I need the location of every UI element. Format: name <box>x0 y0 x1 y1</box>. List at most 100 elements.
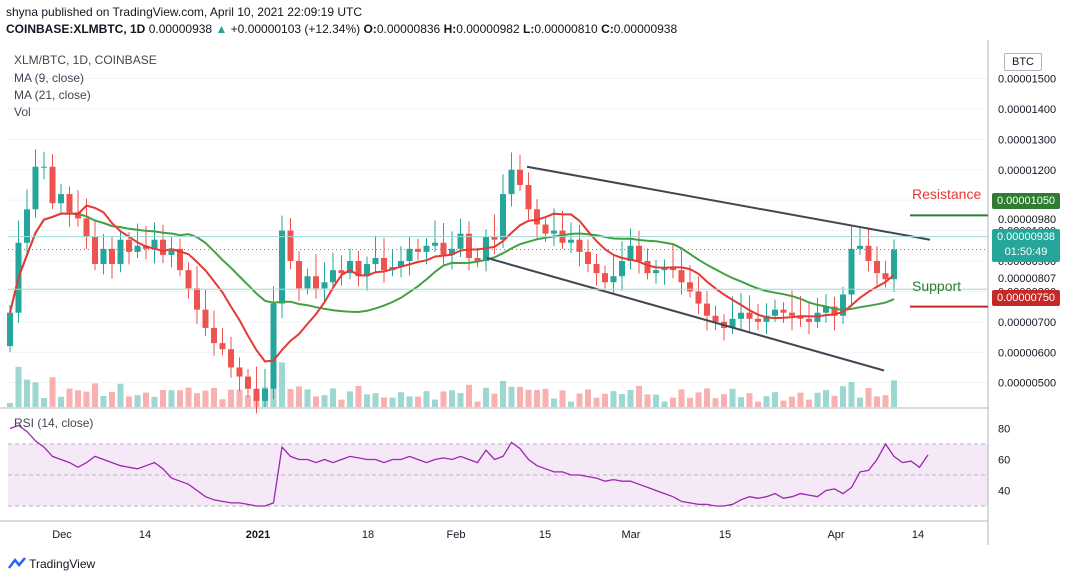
candle <box>270 286 277 400</box>
candle <box>678 250 685 295</box>
volume-bar <box>559 390 566 407</box>
candle-body <box>279 230 285 304</box>
candle-body <box>695 291 702 304</box>
rsi-tick-label: 60 <box>998 455 1010 467</box>
volume-bar <box>576 393 583 407</box>
candle <box>100 233 107 275</box>
volume-bar <box>695 392 702 407</box>
candle-body <box>423 245 430 252</box>
y-tick-label: 0.00000600 <box>998 347 1056 359</box>
candle <box>398 246 404 278</box>
candle <box>500 174 506 248</box>
volume-bar <box>109 392 115 407</box>
candle <box>568 222 574 254</box>
volume-bar <box>117 383 124 407</box>
tradingview-logo-icon <box>8 557 26 569</box>
candle <box>670 244 676 279</box>
legend-rsi: RSI (14, close) <box>14 416 94 430</box>
volume-bar <box>712 398 719 407</box>
candle <box>355 250 362 287</box>
volume-bar <box>882 395 889 407</box>
candle-body <box>126 239 132 252</box>
volume-bar <box>134 395 141 407</box>
currency-badge[interactable]: BTC <box>1004 53 1042 71</box>
volume-bar <box>415 396 421 407</box>
candle-body <box>168 248 175 255</box>
candle <box>24 189 30 258</box>
rsi-line <box>9 424 929 507</box>
candle-body <box>840 294 846 316</box>
volume-bar <box>865 388 872 407</box>
x-tick-label: Apr <box>827 529 844 541</box>
candle <box>653 260 659 284</box>
candle <box>636 230 642 274</box>
candle <box>41 151 47 180</box>
candle-body <box>865 245 872 261</box>
volume-bar <box>831 395 838 407</box>
candle <box>92 219 98 271</box>
candle-body <box>678 270 685 283</box>
volume-bar <box>653 394 659 407</box>
x-tick-label: Mar <box>622 529 641 541</box>
volume-bar <box>49 377 56 407</box>
volume-bar <box>58 396 64 407</box>
volume-bar <box>440 391 447 407</box>
candle-body <box>508 169 515 195</box>
volume-bar <box>32 382 39 407</box>
x-tick-label: 15 <box>719 529 731 541</box>
legend-title: XLM/BTC, 1D, COINBASE <box>14 53 157 67</box>
candle-body <box>491 236 498 240</box>
candle-body <box>670 267 676 271</box>
volume-bar <box>160 390 166 407</box>
candle-body <box>202 309 209 328</box>
candle <box>202 289 209 337</box>
candle-body <box>432 242 438 246</box>
candle-body <box>219 343 226 350</box>
volume-bar <box>491 393 498 407</box>
candle-body <box>882 273 889 280</box>
y-tick-label: 0.00000700 <box>998 317 1056 329</box>
x-tick-label: 14 <box>139 529 151 541</box>
candle <box>177 238 183 277</box>
candle-body <box>253 388 260 401</box>
volume-bar <box>236 389 243 407</box>
candle-body <box>474 257 481 261</box>
volume-bar <box>602 393 608 407</box>
candle <box>330 252 336 291</box>
candle <box>517 154 523 192</box>
volume-bar <box>814 392 821 407</box>
candle <box>347 248 353 280</box>
candle-body <box>100 248 107 265</box>
close-value: 0.00000938 <box>613 22 678 36</box>
volume-bar <box>313 396 319 407</box>
candle <box>525 172 532 220</box>
candle <box>32 149 39 218</box>
volume-bar <box>364 394 370 407</box>
volume-bar <box>534 390 540 407</box>
candle-body <box>270 303 277 389</box>
volume-bar <box>466 384 472 407</box>
volume-bar <box>245 395 251 407</box>
candle-body <box>32 166 39 210</box>
y-tick-label: 0.00001300 <box>998 134 1056 146</box>
price-change: +0.00000103 (+12.34%) <box>230 22 361 36</box>
volume-bar <box>840 386 846 407</box>
candle-body <box>194 288 200 310</box>
y-tick-label: 0.00001200 <box>998 165 1056 177</box>
candle <box>58 184 64 214</box>
up-arrow-icon: ▲ <box>215 22 228 36</box>
legend-ma9: MA (9, close) <box>14 71 85 85</box>
candle-body <box>848 248 855 295</box>
candle <box>313 254 319 299</box>
volume-bar <box>610 391 617 407</box>
candle-body <box>313 276 319 289</box>
volume-bar <box>891 380 897 407</box>
candle-body <box>83 218 90 237</box>
tradingview-brand[interactable]: TradingView <box>8 557 95 571</box>
x-tick-label: Feb <box>447 529 466 541</box>
volume-bar <box>661 401 668 407</box>
volume-bar <box>670 397 676 407</box>
candle-body <box>406 248 413 261</box>
candle-body <box>525 184 532 210</box>
